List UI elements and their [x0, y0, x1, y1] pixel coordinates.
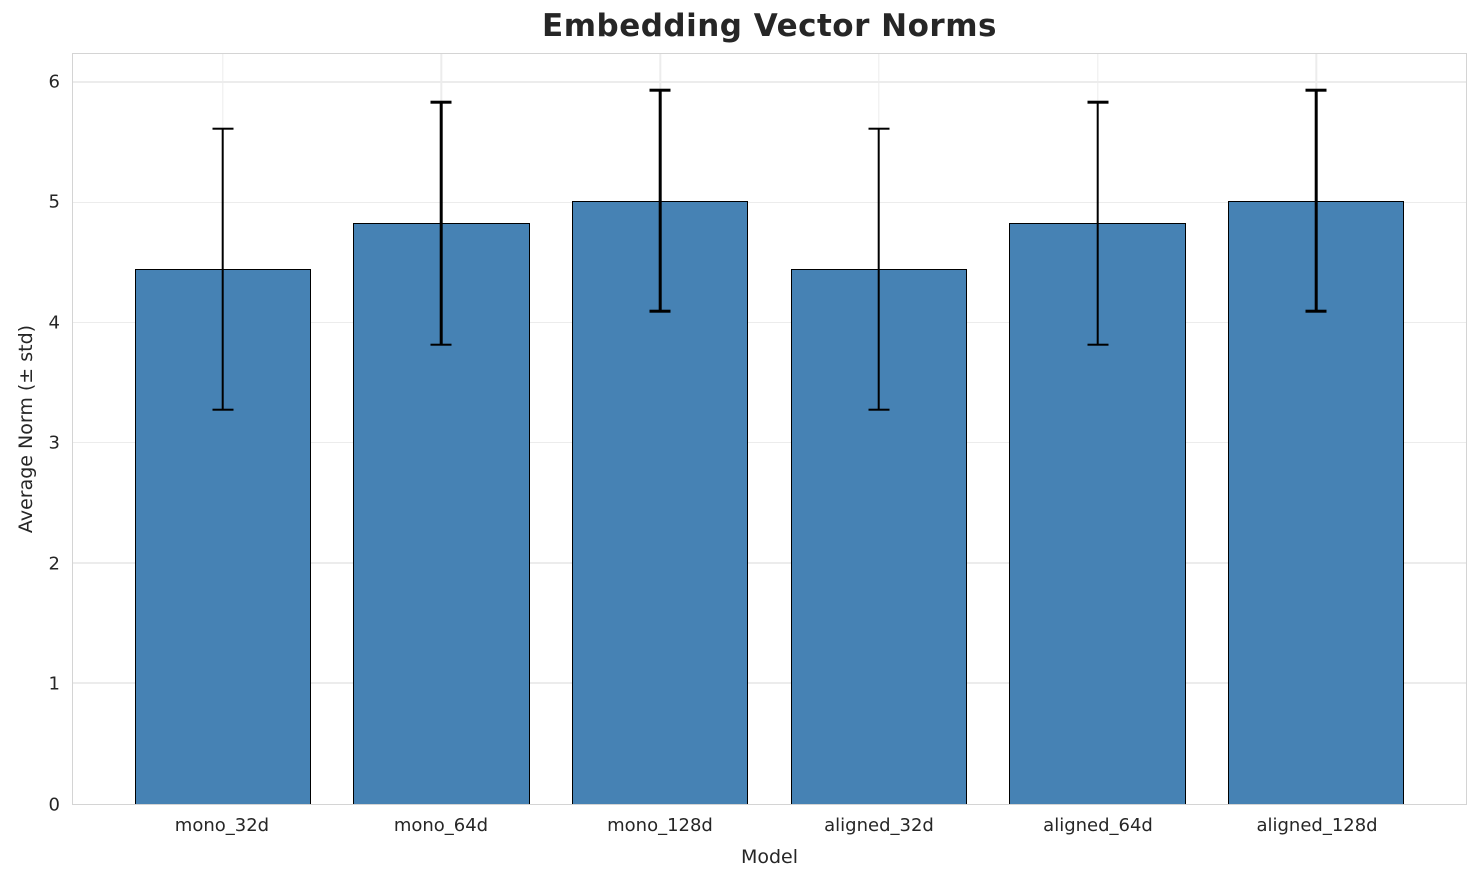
y-tick-label: 2	[48, 553, 60, 575]
error-bar-cap	[868, 127, 890, 130]
x-tick-label-mono_32d: mono_32d	[174, 815, 270, 836]
error-bar-cap	[1087, 100, 1109, 104]
x-tick-label-mono_128d: mono_128d	[607, 815, 713, 836]
x-tick-label-mono_64d: mono_64d	[393, 815, 489, 836]
h-gridline	[73, 562, 1466, 564]
y-tick-label: 5	[48, 191, 60, 213]
error-bar-cap	[212, 408, 234, 412]
y-tick-label: 6	[48, 71, 60, 93]
chart-title: Embedding Vector Norms	[542, 8, 997, 44]
error-bar-cap	[649, 309, 671, 313]
error-bar-line	[1314, 90, 1318, 312]
h-gridline	[73, 682, 1466, 684]
bar-mono_64d	[353, 223, 530, 804]
error-bar-cap	[1305, 309, 1327, 313]
y-tick-label: 4	[48, 312, 60, 334]
x-tick-label-aligned_64d: aligned_64d	[1043, 815, 1153, 836]
x-axis-tick-labels: mono_32d mono_64d mono_128d aligned_32d alig…	[72, 815, 1467, 841]
error-bar-line	[658, 90, 662, 312]
error-bar-line	[1096, 102, 1099, 345]
h-gridline	[73, 321, 1466, 324]
error-bar-line	[440, 102, 443, 345]
y-tick-label: 0	[48, 794, 60, 816]
error-bar-cap	[649, 88, 671, 92]
y-axis-tick-labels: 0 1 2 3 4 5 6	[0, 53, 60, 815]
error-bar-cap	[868, 408, 890, 412]
error-bar-cap	[212, 127, 234, 130]
plot-area	[72, 53, 1467, 805]
error-bar-cap	[430, 343, 452, 347]
error-bar-cap	[1305, 88, 1327, 92]
error-bar-cap	[1087, 343, 1109, 347]
h-gridline	[73, 442, 1466, 444]
error-bar-line	[221, 128, 225, 410]
h-gridline	[73, 81, 1466, 83]
y-tick-label: 3	[48, 432, 60, 454]
y-tick-label: 1	[48, 673, 60, 695]
x-axis-label: Model	[740, 846, 799, 868]
h-gridline	[73, 201, 1466, 204]
error-bar-line	[877, 128, 881, 410]
x-tick-label-aligned_128d: aligned_128d	[1256, 815, 1378, 836]
x-tick-label-aligned_32d: aligned_32d	[824, 815, 934, 836]
error-bar-cap	[430, 100, 452, 104]
